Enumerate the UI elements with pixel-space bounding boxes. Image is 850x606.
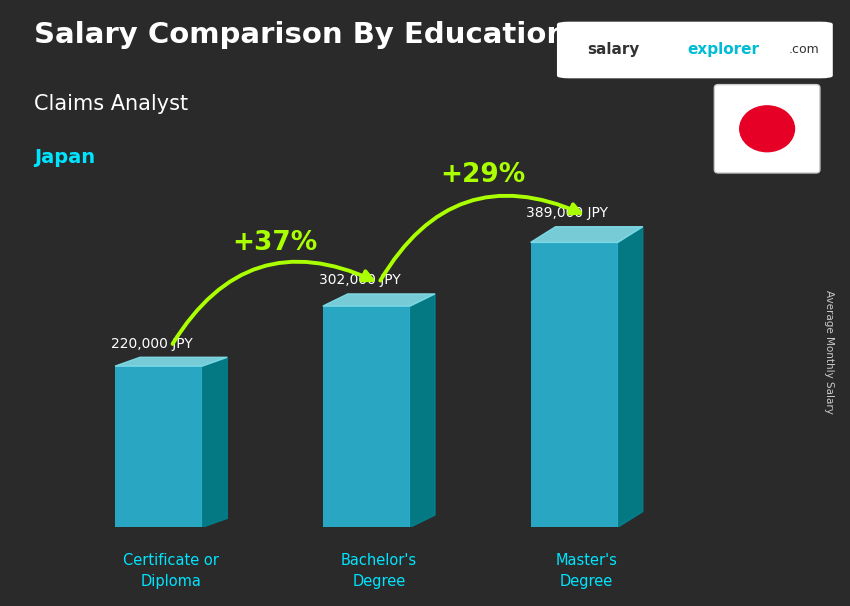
Polygon shape	[202, 358, 227, 527]
Bar	[323, 306, 410, 527]
Text: 220,000 JPY: 220,000 JPY	[110, 337, 193, 351]
Text: .com: .com	[789, 44, 819, 56]
Text: explorer: explorer	[688, 42, 759, 58]
Bar	[115, 366, 202, 527]
Text: Certificate or
Diploma: Certificate or Diploma	[123, 553, 219, 589]
Text: 302,000 JPY: 302,000 JPY	[319, 273, 400, 287]
Circle shape	[740, 106, 795, 152]
Polygon shape	[618, 227, 643, 527]
Bar	[530, 242, 618, 527]
Polygon shape	[530, 227, 643, 242]
Text: salary: salary	[587, 42, 639, 58]
Polygon shape	[323, 294, 435, 306]
Text: Salary Comparison By Education: Salary Comparison By Education	[34, 21, 567, 49]
Text: Average Monthly Salary: Average Monthly Salary	[824, 290, 834, 413]
Text: Japan: Japan	[34, 148, 95, 167]
FancyBboxPatch shape	[714, 85, 820, 173]
Text: Master's
Degree: Master's Degree	[556, 553, 618, 589]
FancyBboxPatch shape	[557, 22, 833, 78]
Text: Bachelor's
Degree: Bachelor's Degree	[341, 553, 417, 589]
Text: Claims Analyst: Claims Analyst	[34, 94, 188, 114]
Text: +37%: +37%	[232, 230, 318, 256]
Text: +29%: +29%	[440, 162, 525, 188]
Polygon shape	[115, 358, 227, 366]
Text: 389,000 JPY: 389,000 JPY	[526, 206, 609, 220]
Polygon shape	[410, 294, 435, 527]
